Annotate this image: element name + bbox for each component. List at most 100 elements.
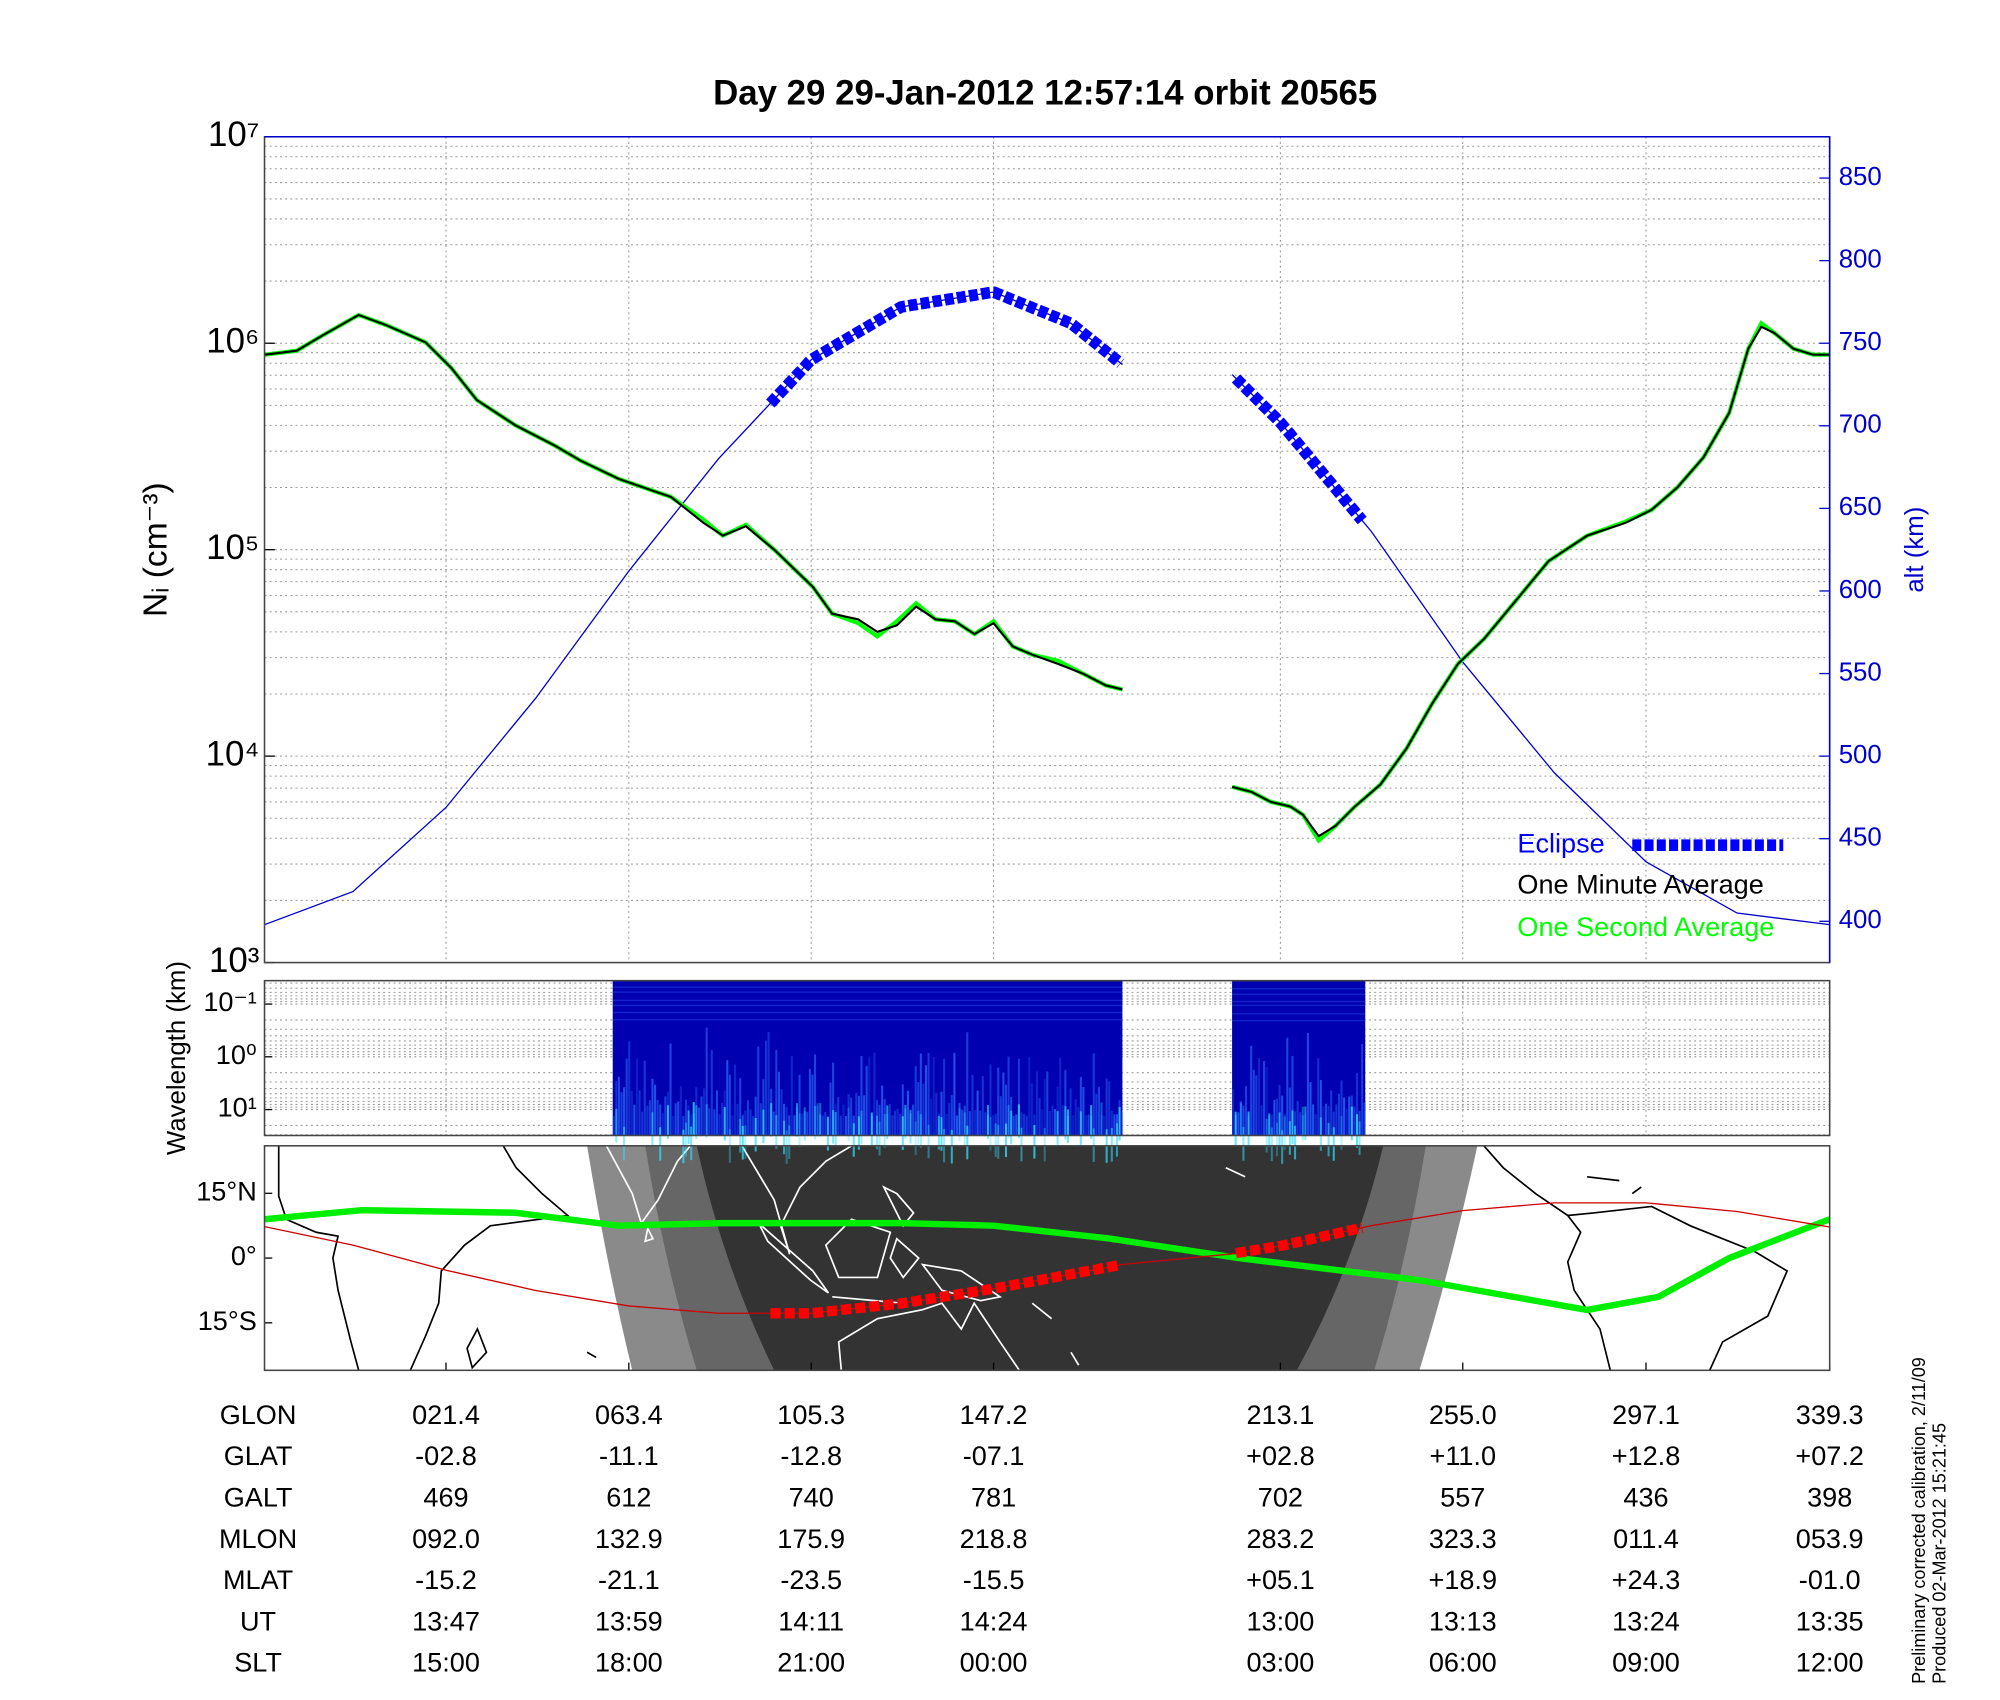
spectrogram-texture — [741, 1114, 744, 1136]
table-cell: 053.9 — [1796, 1523, 1864, 1554]
spectrogram-texture — [1358, 1121, 1361, 1155]
spectrogram-texture — [1038, 1098, 1041, 1136]
spectrogram-texture — [1020, 1127, 1023, 1162]
magnetic-equator — [264, 1206, 1830, 1314]
spectrogram-texture — [1077, 1107, 1080, 1136]
spectrogram-texture — [1278, 1112, 1281, 1146]
table-cell: 14:24 — [960, 1605, 1028, 1636]
table-cell: +24.3 — [1612, 1564, 1681, 1595]
table-cell: 15:00 — [412, 1647, 480, 1678]
spectrogram-texture — [1010, 1110, 1013, 1145]
spectrogram-texture — [795, 1103, 799, 1137]
table-cell: 13:24 — [1612, 1605, 1680, 1636]
table-cell: 323.3 — [1429, 1523, 1497, 1554]
spectrogram-texture — [1097, 1086, 1100, 1136]
spectrogram-texture — [1330, 1090, 1333, 1136]
spectrogram-texture — [641, 1111, 644, 1136]
spectrogram-texture — [808, 1068, 811, 1136]
spectrogram-texture — [883, 1098, 886, 1136]
spectrogram-texture — [937, 1116, 940, 1150]
spectrogram-texture — [1348, 1096, 1351, 1136]
spectrogram-texture — [958, 1103, 961, 1136]
spectrogram-texture — [754, 1096, 757, 1136]
table-cell: -23.5 — [780, 1564, 842, 1595]
spectrogram-texture — [917, 1081, 920, 1136]
spectrogram-texture — [780, 1089, 783, 1136]
spectrogram-texture — [788, 1115, 791, 1136]
spectrogram-texture — [752, 1116, 755, 1136]
spectrogram-texture — [875, 1115, 879, 1150]
coastline — [277, 1145, 360, 1371]
spectrogram-texture — [850, 1097, 853, 1136]
table-cell: -07.1 — [963, 1440, 1025, 1471]
spectrogram-texture — [875, 1100, 879, 1136]
spectrogram-texture — [1054, 1109, 1057, 1136]
spectrogram-texture — [798, 1074, 801, 1136]
spectrogram-texture — [1113, 1114, 1116, 1136]
spectrogram-texture — [1291, 1110, 1294, 1144]
spectrogram-texture — [1061, 1105, 1064, 1136]
spectrogram-texture — [1340, 1116, 1343, 1150]
spectrogram-texture — [1012, 1115, 1015, 1136]
spectrogram-texture — [981, 1076, 984, 1136]
spectrogram-texture — [679, 1085, 682, 1136]
spectrogram-texture — [816, 1103, 819, 1137]
coastline — [889, 1237, 920, 1279]
spectrogram-texture — [1239, 1103, 1242, 1137]
spectrogram-texture — [894, 1110, 897, 1136]
table-cell: 612 — [606, 1482, 651, 1513]
spectrogram-texture — [1296, 1101, 1299, 1136]
table-cell: -15.2 — [415, 1564, 477, 1595]
spectrogram-texture — [666, 1105, 669, 1139]
spectrogram-texture — [1100, 1115, 1103, 1136]
table-cell: 469 — [423, 1482, 468, 1513]
spectrogram-texture — [1033, 1114, 1036, 1136]
spectrogram-texture — [1250, 1045, 1253, 1136]
coastline — [837, 1301, 1021, 1371]
spectrogram-texture — [690, 1114, 693, 1136]
y2-tick-label: 450 — [1839, 824, 1882, 852]
spectrogram-texture — [832, 1062, 835, 1136]
spectrogram-texture — [754, 1117, 757, 1152]
spectrogram-texture — [715, 1090, 719, 1136]
spectrogram-texture — [930, 1098, 933, 1136]
spectrogram-texture — [1327, 1122, 1330, 1157]
table-cell: 132.9 — [595, 1523, 663, 1554]
coastlines-light — [277, 1145, 1789, 1371]
eclipse-marker — [1231, 374, 1367, 525]
spectrogram-texture — [803, 1111, 806, 1136]
spectrogram-texture — [1035, 1071, 1039, 1136]
spectrogram-texture — [1319, 1117, 1322, 1151]
spectrogram-texture — [1051, 1105, 1054, 1136]
spectrogram-texture — [1004, 1084, 1008, 1136]
spectrogram-texture — [713, 1109, 716, 1136]
spectrogram-texture — [1322, 1106, 1325, 1136]
table-cell: 13:13 — [1429, 1605, 1497, 1636]
spectrogram-texture — [860, 1055, 863, 1136]
spectrogram-texture — [1056, 1111, 1059, 1145]
spectrogram-texture — [1343, 1097, 1346, 1136]
coastline — [644, 1225, 655, 1243]
spectrogram-texture — [612, 1116, 615, 1136]
y-axis-label: Nᵢ (cm⁻³) — [137, 482, 174, 617]
spectrogram-texture — [705, 1027, 708, 1136]
spectrogram-texture — [992, 1115, 995, 1136]
spectrogram-texture — [1056, 1086, 1059, 1136]
spectrogram-texture — [677, 1101, 680, 1136]
spectrogram-texture — [1294, 1125, 1297, 1160]
spectrogram-texture — [1090, 1105, 1093, 1139]
table-cell: 175.9 — [777, 1523, 845, 1554]
spectrogram-texture — [1309, 1082, 1312, 1136]
spectrogram-texture — [927, 1124, 930, 1159]
spectrogram-texture — [1265, 1067, 1268, 1136]
spectrogram-texture — [1017, 1058, 1020, 1136]
spectrogram-texture — [708, 1108, 711, 1136]
table-cell: -02.8 — [415, 1440, 477, 1471]
plots: 10³ 10⁴ 10⁵ 10⁶ 10⁷ 400 450 500 550 600 650 700 750 8… — [137, 115, 1949, 1684]
spectrogram-texture — [785, 1130, 788, 1164]
spectrogram-texture — [919, 1114, 922, 1148]
table-cell: 011.4 — [1613, 1523, 1679, 1554]
spectrogram-texture — [1232, 993, 1366, 995]
spectrogram-texture — [899, 1113, 902, 1136]
spectrogram-texture — [857, 1095, 860, 1136]
